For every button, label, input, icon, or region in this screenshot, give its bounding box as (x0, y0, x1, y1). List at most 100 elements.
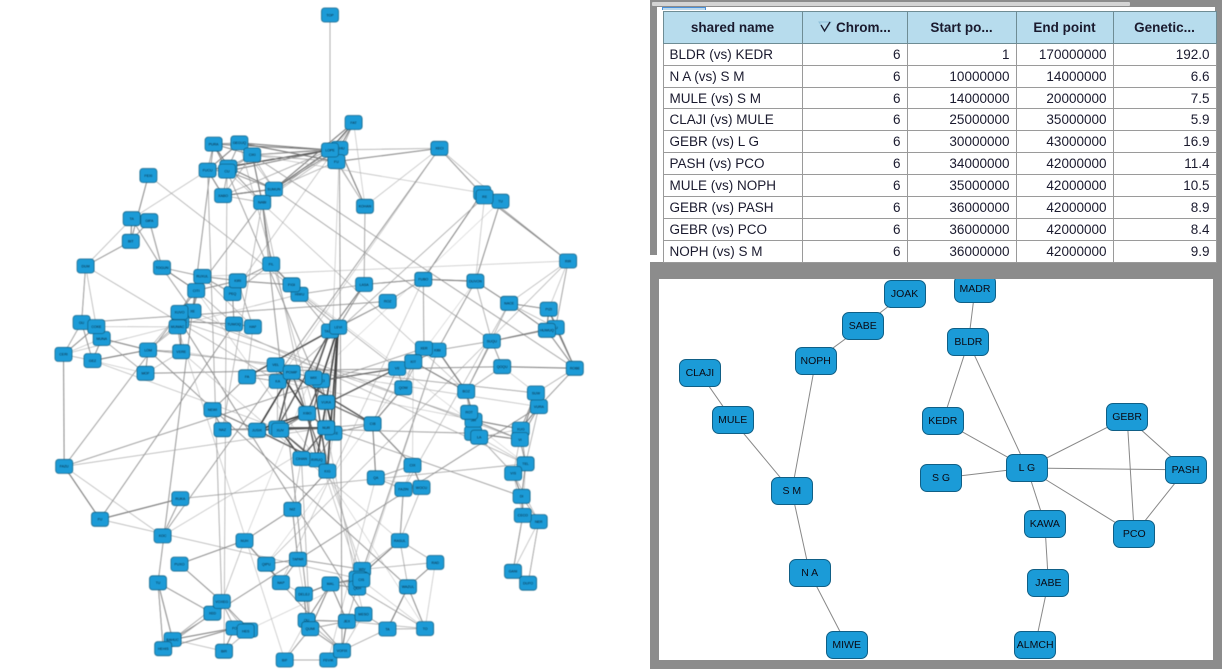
svg-text:XUVO: XUVO (174, 311, 184, 315)
svg-text:XUV: XUV (277, 428, 285, 432)
svg-text:HIWU: HIWU (295, 293, 305, 297)
svg-text:HEHIS: HEHIS (158, 647, 170, 651)
svg-text:FEXI: FEXI (144, 174, 152, 178)
svg-text:LEVI: LEVI (334, 326, 342, 330)
svg-text:TOGUN: TOGUN (156, 266, 169, 270)
svg-text:VERE: VERE (176, 350, 186, 354)
svg-text:ROZ: ROZ (384, 300, 392, 304)
svg-text:NAZ: NAZ (219, 428, 227, 432)
svg-text:TA: TA (385, 627, 390, 631)
svg-text:FAT: FAT (350, 121, 357, 125)
svg-text:QUMI: QUMI (306, 627, 315, 631)
svg-text:PIZI: PIZI (545, 308, 552, 312)
svg-text:VUKA: VUKA (321, 401, 331, 405)
svg-text:DUVON: DUVON (469, 280, 482, 284)
svg-text:FAZIN: FAZIN (398, 488, 409, 492)
svg-text:RIR: RIR (565, 259, 572, 263)
svg-text:GEZ: GEZ (89, 359, 97, 363)
svg-text:HES: HES (242, 629, 250, 633)
svg-text:RUXUL: RUXUL (196, 275, 208, 279)
svg-text:PUXO: PUXO (174, 562, 184, 566)
svg-text:VI: VI (518, 438, 521, 442)
svg-text:FEVIK: FEVIK (323, 658, 334, 662)
svg-text:XER: XER (420, 347, 428, 351)
svg-text:GU: GU (79, 321, 85, 325)
svg-text:NUH: NUH (241, 539, 249, 543)
svg-text:NEWI: NEWI (208, 408, 217, 412)
svg-text:TA: TA (130, 217, 135, 221)
svg-text:VOFIX: VOFIX (337, 649, 348, 653)
svg-text:ROT: ROT (465, 411, 473, 415)
svg-text:NACE: NACE (504, 302, 515, 306)
svg-text:VIS: VIS (510, 472, 516, 476)
svg-text:MUMAC: MUMAC (171, 325, 185, 329)
svg-text:LA: LA (477, 436, 482, 440)
svg-text:TO: TO (423, 627, 428, 631)
svg-text:XABO: XABO (218, 194, 228, 198)
svg-text:GANI: GANI (509, 570, 518, 574)
svg-text:VE: VE (395, 367, 400, 371)
svg-text:MUNA: MUNA (96, 337, 107, 341)
svg-text:HUWUQ: HUWUQ (540, 329, 554, 333)
svg-text:MAL: MAL (327, 582, 334, 586)
svg-text:KIG: KIG (324, 469, 330, 473)
svg-text:NIZ: NIZ (290, 508, 297, 512)
svg-text:DUFO: DUFO (523, 582, 533, 586)
svg-text:CIKI: CIKI (249, 153, 256, 157)
svg-text:CIB: CIB (370, 422, 377, 426)
svg-text:VURA: VURA (534, 405, 545, 409)
svg-text:CECO: CECO (518, 514, 529, 518)
svg-text:TU: TU (498, 200, 503, 204)
svg-text:TU: TU (156, 581, 161, 585)
svg-text:FAZU: FAZU (60, 465, 70, 469)
svg-text:FIGI: FIGI (288, 283, 295, 287)
svg-text:KOHAN: KOHAN (359, 205, 372, 209)
svg-text:FU: FU (98, 518, 103, 522)
svg-text:GEGUQ: GEGUQ (233, 141, 247, 145)
svg-text:DI: DI (520, 495, 524, 499)
svg-text:SUMUN: SUMUN (267, 187, 281, 191)
svg-text:SUQU: SUQU (487, 339, 498, 343)
svg-text:GIFA: GIFA (145, 219, 154, 223)
svg-text:CU: CU (224, 169, 230, 173)
svg-text:FUBO: FUBO (418, 278, 428, 282)
svg-text:MOF: MOF (142, 372, 151, 376)
svg-text:TEL: TEL (522, 462, 529, 466)
svg-text:JUSIK: JUSIK (252, 429, 263, 433)
svg-text:RE: RE (482, 195, 488, 199)
svg-text:WOCU: WOCU (416, 486, 428, 490)
svg-text:XED: XED (209, 612, 217, 616)
svg-text:CIS: CIS (358, 578, 365, 582)
svg-text:CITI: CITI (193, 289, 200, 293)
svg-text:BIF: BIF (282, 658, 288, 662)
svg-text:XIBO: XIBO (303, 412, 312, 416)
svg-text:VEL: VEL (272, 363, 279, 367)
svg-text:KIBI: KIBI (434, 348, 441, 352)
svg-text:HAF: HAF (249, 325, 257, 329)
svg-text:NER: NER (535, 520, 543, 524)
svg-text:MESO: MESO (358, 613, 369, 617)
svg-text:LOPE: LOPE (325, 148, 335, 152)
svg-text:BIT: BIT (128, 240, 134, 244)
svg-text:XECI: XECI (435, 147, 443, 151)
svg-text:PURA: PURA (209, 142, 220, 146)
svg-text:KOC: KOC (159, 534, 167, 538)
svg-text:NUR: NUR (322, 426, 330, 430)
svg-text:RIRUQ: RIRUQ (311, 458, 323, 462)
svg-text:ROBE: ROBE (570, 367, 581, 371)
svg-text:QA: QA (373, 476, 379, 480)
svg-text:DUM: DUM (82, 264, 90, 268)
svg-text:BAHUC: BAHUC (166, 638, 179, 642)
svg-text:FIL: FIL (269, 262, 274, 266)
svg-text:FU: FU (334, 160, 339, 164)
svg-text:PEQ: PEQ (229, 292, 237, 296)
svg-text:KIRI: KIRI (234, 279, 241, 283)
svg-text:TAPAR: TAPAR (292, 558, 304, 562)
svg-text:VOXEG: VOXEG (215, 600, 228, 604)
svg-text:CIX: CIX (410, 464, 417, 468)
svg-text:BIR: BIR (221, 650, 227, 654)
svg-text:FO: FO (232, 626, 237, 630)
svg-text:WAZUL: WAZUL (402, 585, 414, 589)
svg-text:TOP: TOP (326, 13, 334, 17)
svg-text:NABI: NABI (258, 201, 266, 205)
